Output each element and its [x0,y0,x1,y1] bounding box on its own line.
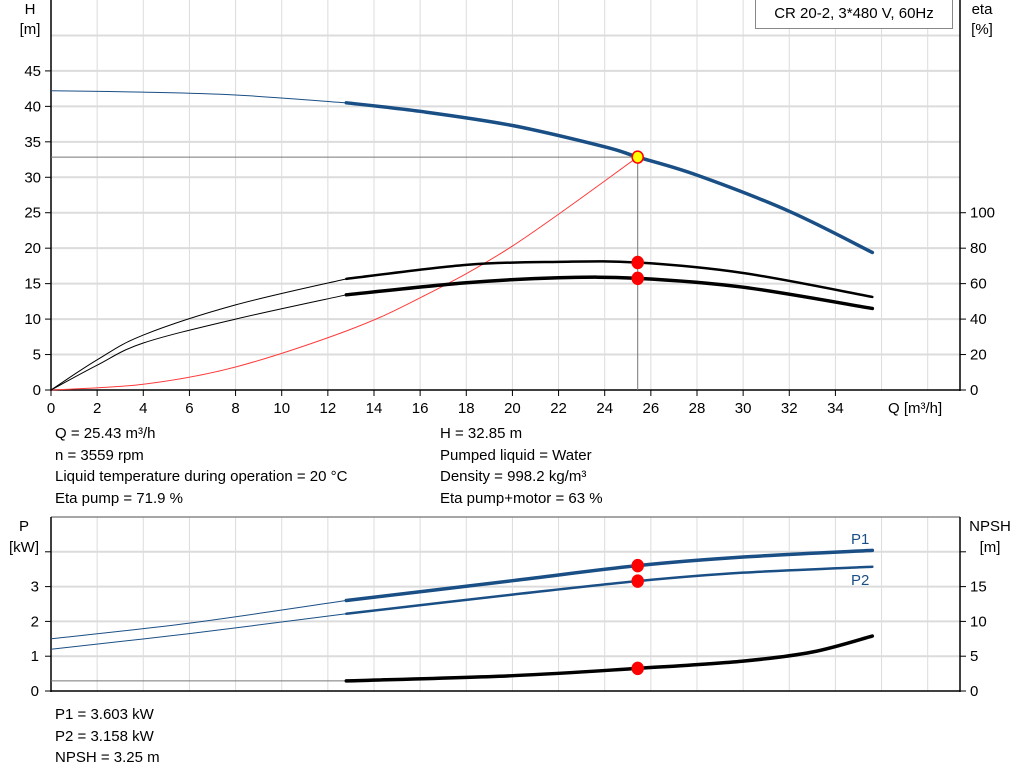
eta-pump-duty-point [631,255,644,270]
pump-legend-box: CR 20-2, 3*480 V, 60Hz [755,0,953,29]
npsh-tick-label: 5 [970,648,978,665]
eta-pump-motor-readout: Eta pump+motor = 63 % [440,489,603,507]
h-tick-label: 30 [24,169,41,186]
p-tick-label: 3 [31,579,39,596]
eta-tick-label: 0 [970,382,978,399]
top-chart-grid [50,0,961,391]
x-tick-label: 0 [47,400,55,417]
P1-curve [344,548,875,603]
h-axis-label: H [25,1,36,18]
speed-readout: n = 3559 rpm [55,446,144,464]
npsh-readout: NPSH = 3.25 m [55,749,160,766]
eta_pump-curve [345,260,874,299]
curves [50,90,875,683]
p2-readout: P2 = 3.158 kW [55,727,154,745]
NPSH-curve [344,634,875,683]
system-curve [50,156,638,391]
x-tick-label: 32 [781,400,798,417]
h-tick-label: 20 [24,240,41,257]
eta-tick-label: 60 [970,276,987,293]
p1-series-label: P1 [851,531,869,548]
eta-tick-label: 40 [970,311,987,328]
flow-readout: Q = 25.43 m³/h [55,425,156,442]
x-tick-label: 20 [504,400,521,417]
x-tick-label: 6 [185,400,193,417]
eta-pump-motor-duty-point [631,271,644,286]
q-axis-label: Q [m³/h] [888,400,942,417]
info-right: H = 32.85 m Pumped liquid = Water Densit… [440,423,603,509]
info-left: Q = 25.43 m³/h n = 3559 rpm Liquid tempe… [55,423,347,509]
eta-pump-readout: Eta pump = 71.9 % [55,489,183,507]
density-readout: Density = 998.2 kg/m³ [440,468,587,485]
p-axis-unit: [kW] [9,539,39,556]
eta_pump_motor-curve-extrapolated [50,294,347,391]
p-tick-label: 1 [31,648,39,665]
x-tick-label: 10 [273,400,290,417]
p1-readout: P1 = 3.603 kW [55,706,154,723]
eta-tick-label: 20 [970,347,987,364]
x-tick-label: 28 [689,400,706,417]
liquid-readout: Pumped liquid = Water [440,446,592,464]
eta-axis-unit: [%] [971,21,993,38]
eta-tick-label: 100 [970,205,995,222]
npsh-tick-label: 15 [970,579,987,596]
x-tick-label: 34 [827,400,844,417]
P1-curve-extrapolated [50,600,347,640]
P2-curve-extrapolated [50,613,347,650]
H-curve-extrapolated [50,90,347,104]
x-tick-label: 26 [643,400,660,417]
p-axis-label: P [19,518,29,535]
x-tick-label: 4 [139,400,147,417]
p2-series-label: P2 [851,572,869,589]
h-tick-label: 0 [33,382,41,399]
temperature-readout: Liquid temperature during operation = 20… [55,468,348,485]
x-tick-label: 12 [320,400,337,417]
h-axis-unit: [m] [20,21,41,38]
tick-labels: 0 2 4 6 8 10 12 14 16 18 20 22 24 26 28 30 32 34051015202… [24,63,995,700]
x-tick-label: 16 [412,400,429,417]
H-curve [344,101,875,255]
x-tick-label: 18 [458,400,475,417]
npsh-tick-label: 0 [970,683,978,700]
npsh-duty-point [631,661,644,676]
p-tick-label: 2 [31,613,39,630]
x-tick-label: 8 [231,400,239,417]
p2-duty-point [631,574,644,588]
bottom-chart-grid [50,516,961,692]
h-tick-label: 15 [24,276,41,293]
eta-axis-label: eta [972,1,994,18]
h-tick-label: 25 [24,205,41,222]
eta_pump-curve-extrapolated [50,278,347,391]
p1-duty-point [631,558,644,573]
x-tick-label: 22 [550,400,567,417]
npsh-tick-label: 10 [970,613,987,630]
h-tick-label: 10 [24,311,41,328]
h-tick-label: 5 [33,347,41,364]
x-tick-label: 24 [596,400,613,417]
h-tick-label: 40 [24,98,41,115]
p-tick-label: 0 [31,683,39,700]
head-readout: H = 32.85 m [440,425,523,442]
head-duty-point [631,150,644,164]
h-tick-label: 35 [24,134,41,151]
npsh-axis-label: NPSH [969,518,1011,535]
eta-tick-label: 80 [970,240,987,257]
h-tick-label: 45 [24,63,41,80]
x-tick-label: 30 [735,400,752,417]
info-bottom: P1 = 3.603 kW P2 = 3.158 kW NPSH = 3.25 … [55,704,160,769]
npsh-axis-unit: [m] [980,539,1001,556]
x-tick-label: 2 [93,400,101,417]
x-tick-label: 14 [366,400,383,417]
eta_pump_motor-curve [344,275,875,311]
